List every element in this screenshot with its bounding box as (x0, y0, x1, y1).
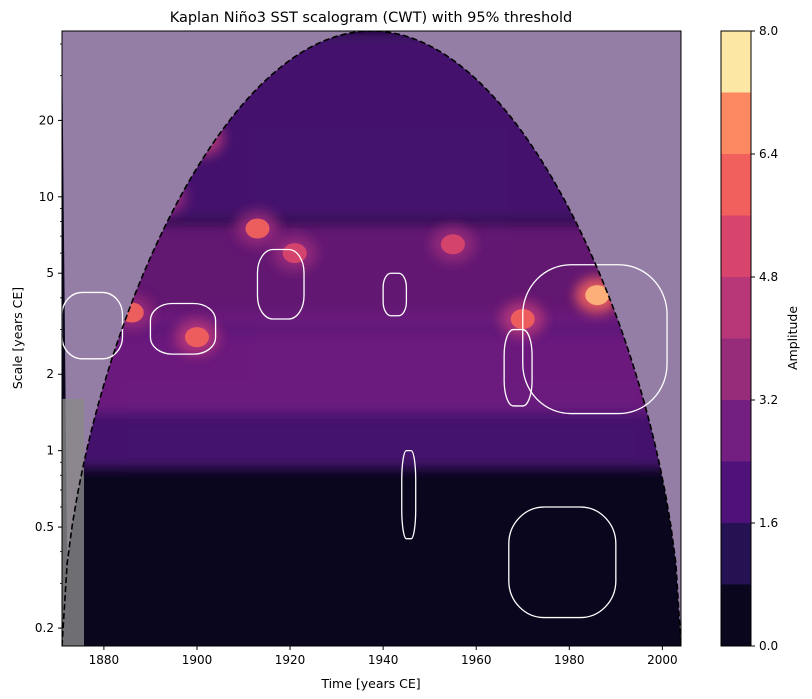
colorbar-frame (720, 30, 752, 647)
plot-area (61, 30, 682, 647)
colorbar-swatch (721, 31, 751, 93)
colorbar-tick-label: 8.0 (759, 24, 778, 38)
outside-cone-region (62, 31, 681, 646)
field-band (62, 221, 681, 330)
outside-cone-left-low (62, 398, 84, 646)
y-tick-label: 20 (39, 113, 54, 127)
colorbar-tick-label: 4.8 (759, 270, 778, 284)
amplitude-hotspot (245, 218, 270, 239)
x-tick-label: 1980 (554, 653, 585, 667)
colorbar-swatch (721, 215, 751, 277)
colorbar-tick-label: 3.2 (759, 393, 778, 407)
y-axis: 0.2 0.5 1 2 5 10 20 (35, 43, 62, 635)
colorbar-swatch (721, 277, 751, 339)
x-axis: 1880 1900 1920 1940 1960 1980 2000 (89, 646, 678, 667)
amplitude-hotspot (585, 285, 610, 306)
x-axis-label: Time [years CE] (320, 676, 420, 691)
y-tick-label: 1 (46, 444, 54, 458)
colorbar-tick-label: 6.4 (759, 147, 778, 161)
significance-contour (401, 450, 417, 540)
x-tick-label: 2000 (647, 653, 678, 667)
outside-cone-shading (62, 31, 681, 646)
x-tick-label: 1880 (89, 653, 120, 667)
chart-title: Kaplan Niño3 SST scalogram (CWT) with 95… (170, 10, 573, 26)
amplitude-hotspot (282, 243, 307, 264)
significance-contour (503, 328, 533, 407)
x-tick-label: 1920 (275, 653, 306, 667)
colorbar-tick-label: 1.6 (759, 516, 778, 530)
significance-contour (149, 302, 217, 355)
cone-of-influence (62, 31, 681, 646)
y-tick-label: 0.2 (35, 621, 54, 635)
x-tick-label: 1960 (461, 653, 492, 667)
colorbar-swatch (721, 461, 751, 523)
colorbar-tick-label: 0.0 (759, 639, 778, 653)
colorbar-swatch (721, 92, 751, 154)
y-tick-label: 5 (46, 266, 54, 280)
colorbar-swatch (721, 154, 751, 216)
y-axis-label: Scale [years CE] (10, 287, 25, 389)
significance-contour (508, 506, 617, 619)
colorbar-swatch (721, 523, 751, 585)
field-band (62, 329, 681, 414)
colorbar: 0.0 1.6 3.2 4.8 6.4 8.0 (720, 24, 778, 653)
plot-frame (61, 30, 682, 647)
y-tick-label: 2 (46, 367, 54, 381)
significance-contour (256, 248, 305, 320)
y-tick-label: 0.5 (35, 520, 54, 534)
colorbar-swatch (721, 400, 751, 462)
colorbar-label: Amplitude (785, 306, 800, 370)
amplitude-hotspot (440, 234, 465, 255)
y-tick-label: 10 (39, 190, 54, 204)
colorbar-swatch (721, 338, 751, 400)
colorbar-swatch (721, 584, 751, 646)
significance-contour (382, 272, 408, 317)
amplitude-hotspot (184, 327, 209, 348)
x-tick-label: 1940 (368, 653, 399, 667)
x-tick-label: 1900 (182, 653, 213, 667)
